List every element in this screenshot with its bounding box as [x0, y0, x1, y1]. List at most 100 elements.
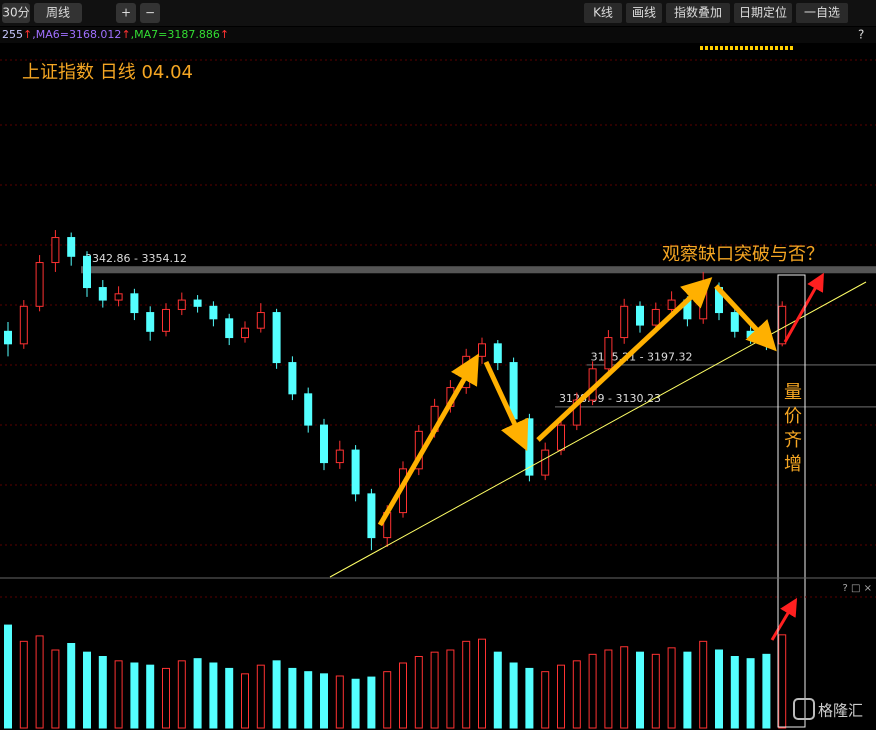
candle-body — [730, 312, 739, 332]
volume-bar — [715, 649, 723, 729]
volume-bar — [351, 678, 360, 729]
toolbar-button[interactable] — [34, 3, 82, 23]
volume-bar — [430, 651, 439, 729]
ma-info: 255↑,MA6=3168.012↑,MA7=3187.886↑ — [2, 28, 229, 41]
panel-icons[interactable]: ? □ × — [843, 583, 873, 594]
candle-body — [320, 424, 328, 464]
gap-band — [81, 266, 876, 274]
help-icon[interactable]: ? — [858, 28, 864, 42]
candle-body — [162, 308, 170, 332]
volume-bar — [272, 660, 281, 729]
candle-body — [130, 293, 139, 314]
toolbar-label[interactable]: 周线 — [46, 6, 70, 20]
grid — [0, 59, 876, 546]
candle-body — [335, 449, 344, 464]
volume-bar — [588, 653, 597, 729]
toolbar-button[interactable] — [140, 3, 160, 23]
toolbar-button[interactable] — [796, 3, 848, 23]
candle-body — [83, 255, 91, 289]
volume-bar — [572, 660, 581, 729]
toolbar-label[interactable]: + — [121, 6, 131, 20]
candle-body — [114, 293, 123, 301]
arrow — [714, 284, 777, 352]
ma-segment: ↑ — [23, 28, 32, 41]
toolbar-button[interactable] — [666, 3, 730, 23]
candle-body — [651, 308, 660, 326]
candle-body — [35, 262, 44, 307]
toolbar-button[interactable] — [116, 3, 136, 23]
candle-body — [746, 330, 755, 339]
volume-bar — [493, 651, 502, 729]
candle-body — [177, 299, 186, 310]
volume-bar — [604, 649, 613, 729]
toolbar-button[interactable] — [626, 3, 662, 23]
chart-title: 上证指数 日线 04.04 — [22, 62, 193, 83]
candle-body — [51, 237, 60, 264]
candle-body — [699, 287, 708, 320]
candle-body — [557, 424, 565, 451]
candle-body — [304, 393, 313, 426]
volume-bar — [462, 640, 471, 729]
volume-bar — [620, 646, 629, 729]
arrow — [783, 272, 824, 343]
candle-body — [572, 399, 581, 426]
volume-bar — [478, 638, 486, 729]
volume-bar — [730, 656, 739, 729]
toolbar-button[interactable] — [2, 3, 30, 23]
candle-body — [241, 327, 249, 339]
ma-segment: 255 — [2, 28, 23, 41]
toolbar-label[interactable]: 30分 — [2, 6, 29, 20]
candle-body — [19, 305, 28, 345]
highlight-box — [777, 274, 806, 728]
gap-band — [555, 406, 876, 408]
arrows — [377, 277, 777, 527]
candle-body — [493, 343, 502, 364]
candle-body — [209, 305, 218, 320]
candle-body — [667, 299, 676, 310]
gap-band — [586, 364, 876, 366]
ma-segment: ↑ — [220, 28, 229, 41]
candle-body — [193, 299, 202, 307]
ma-segment: ,MA7=3187.886 — [131, 28, 220, 41]
arrow — [536, 277, 713, 442]
info-bar — [0, 27, 876, 43]
volume-bar — [304, 671, 313, 729]
volume-bar — [35, 635, 44, 729]
volume-bar — [746, 658, 755, 729]
volume-bar — [683, 651, 692, 729]
candle-body — [636, 305, 644, 326]
toolbar-label[interactable]: 指数叠加 — [674, 5, 722, 20]
toolbar-button[interactable] — [584, 3, 622, 23]
volume-bar — [19, 640, 28, 729]
volume-bar — [667, 647, 676, 729]
volume-bar — [383, 671, 392, 729]
toolbar-label[interactable]: 日期定位 — [739, 5, 787, 20]
candle-body — [509, 362, 518, 420]
volume-bar — [320, 673, 328, 729]
volume-bar — [83, 651, 91, 729]
volume-bar — [130, 662, 139, 729]
toolbar-label[interactable]: 一自选 — [804, 6, 840, 20]
candle-body — [478, 343, 486, 357]
ma-segment: ↑ — [121, 28, 130, 41]
toolbar-button[interactable] — [734, 3, 792, 23]
volume-bar — [414, 656, 423, 729]
candle-body — [98, 287, 107, 301]
volume-bar — [146, 664, 155, 729]
volume-bar — [193, 658, 202, 729]
toolbar-label[interactable]: − — [145, 6, 155, 20]
volume-bar — [256, 664, 265, 729]
candle-body — [351, 449, 360, 495]
toolbar-label[interactable]: 画线 — [632, 6, 656, 20]
candle-body — [604, 337, 613, 370]
volume-bar — [177, 660, 186, 729]
volume-bar — [4, 624, 12, 729]
candle-body — [256, 312, 265, 329]
toolbar-label[interactable]: K线 — [593, 6, 613, 20]
annotation: 量价齐增 — [781, 382, 802, 478]
candle-body — [146, 312, 155, 332]
candle-body — [4, 330, 12, 345]
volume-bar — [557, 664, 565, 729]
candle-body — [525, 418, 534, 476]
